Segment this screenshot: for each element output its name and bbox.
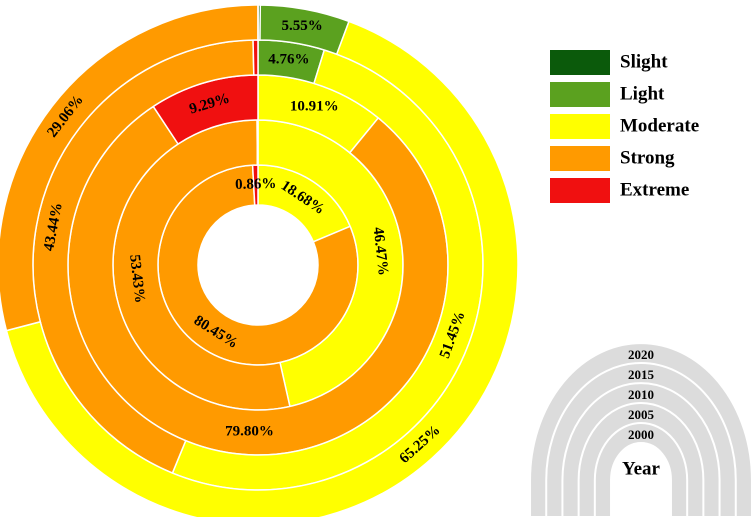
value-label: 0.86% — [235, 176, 277, 193]
value-label: 46.47% — [370, 226, 391, 276]
year-label: 2005 — [628, 407, 655, 422]
year-label: 2000 — [628, 427, 654, 442]
value-label: 5.55% — [282, 18, 323, 34]
legend-swatch — [550, 50, 610, 75]
year-label: 2015 — [628, 367, 655, 382]
value-label: 4.76% — [268, 51, 309, 67]
year-label: 2010 — [628, 387, 654, 402]
legend-swatch — [550, 114, 610, 139]
legend-label: Slight — [620, 51, 668, 72]
year-legend: 2000 2005 2010 2015 2020 Year — [529, 342, 753, 517]
ring-segment — [256, 119, 259, 166]
legend-label: Moderate — [620, 115, 699, 136]
value-label: 10.91% — [290, 99, 339, 115]
legend: Slight Light Moderate Strong Extreme — [550, 50, 699, 203]
year-title: Year — [622, 458, 661, 479]
ring-segment — [5, 20, 519, 517]
year-label: 2020 — [628, 347, 654, 362]
legend-swatch — [550, 82, 610, 107]
year-hole — [610, 442, 672, 517]
value-label: 53.43% — [126, 254, 147, 304]
legend-label: Extreme — [620, 179, 689, 200]
legend-label: Strong — [620, 147, 675, 168]
legend-swatch — [550, 178, 610, 203]
rings — [0, 4, 519, 517]
legend-swatch — [550, 146, 610, 171]
ring-segment — [252, 39, 259, 76]
value-label: 79.80% — [225, 424, 274, 440]
legend-label: Light — [620, 83, 665, 104]
